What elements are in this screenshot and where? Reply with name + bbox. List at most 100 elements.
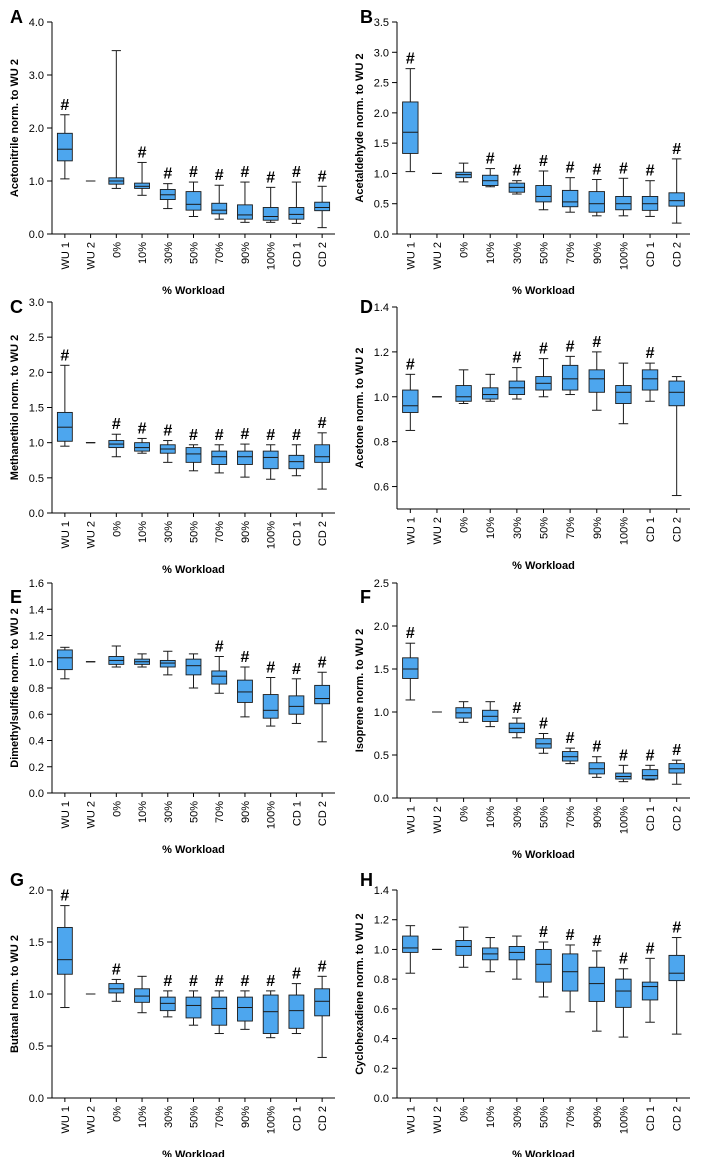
box-g-7: # xyxy=(237,973,253,1030)
box-a-5: # xyxy=(185,164,202,218)
iqr-box xyxy=(262,694,279,719)
x-tick-label: CD 2 xyxy=(672,806,684,831)
y-tick-label: 0.8 xyxy=(29,683,44,695)
significance-marker: # xyxy=(619,747,628,764)
y-tick-label: 0.5 xyxy=(374,199,389,211)
box-e-9: # xyxy=(288,661,305,724)
significance-marker: # xyxy=(646,747,655,764)
box-e-8: # xyxy=(262,660,279,727)
x-tick-label: CD 2 xyxy=(317,242,329,267)
y-axis-label: Acetone norm. to WU 2 xyxy=(354,347,366,468)
x-tick-label: 100% xyxy=(266,1106,278,1134)
x-tick-label: 70% xyxy=(565,517,577,539)
iqr-box xyxy=(668,954,685,982)
box-a-4: # xyxy=(159,166,176,210)
box-d-9: # xyxy=(641,345,659,402)
y-tick-label: 2.0 xyxy=(29,123,44,135)
significance-marker: # xyxy=(592,739,601,756)
x-tick-label: 0% xyxy=(459,1106,471,1122)
box-a-2 xyxy=(108,50,125,189)
x-tick-label: 90% xyxy=(592,1106,604,1128)
box-a-7: # xyxy=(237,164,253,223)
iqr-box xyxy=(159,659,176,668)
iqr-box xyxy=(185,658,202,676)
iqr-box xyxy=(262,207,279,221)
x-tick-label: 10% xyxy=(137,801,149,823)
y-tick-label: 0.0 xyxy=(374,793,389,805)
box-a-8: # xyxy=(262,169,279,223)
significance-marker: # xyxy=(138,144,147,161)
y-tick-label: 1.0 xyxy=(374,392,389,404)
significance-marker: # xyxy=(646,345,655,362)
x-tick-label: CD 1 xyxy=(645,242,657,267)
iqr-box xyxy=(508,946,526,961)
box-f-5: # xyxy=(535,716,552,754)
x-tick-label: 30% xyxy=(163,242,175,264)
x-tick-label: 30% xyxy=(163,1106,175,1128)
significance-marker: # xyxy=(189,427,198,444)
significance-marker: # xyxy=(646,940,655,957)
significance-marker: # xyxy=(566,927,575,944)
significance-marker: # xyxy=(292,966,301,983)
panel-g: G 0.0 0.5 1.0 1.5 2.0 Butanal norm. to WU 2 WU … xyxy=(9,870,335,1157)
box-g-6: # xyxy=(211,973,228,1035)
x-tick-label: 70% xyxy=(214,801,226,823)
significance-marker: # xyxy=(592,161,601,178)
x-tick-label: 50% xyxy=(189,1106,201,1128)
y-tick-label: 2.5 xyxy=(374,78,389,90)
box-e-7: # xyxy=(237,649,253,718)
box-c-3: # xyxy=(134,420,150,454)
iqr-box xyxy=(262,994,279,1034)
significance-marker: # xyxy=(112,416,121,433)
significance-marker: # xyxy=(318,654,327,671)
x-tick-label: 90% xyxy=(592,806,604,828)
box-f-7: # xyxy=(588,739,605,778)
y-tick-label: 0.8 xyxy=(374,974,389,986)
iqr-box xyxy=(455,385,472,402)
x-tick-label: 90% xyxy=(240,801,252,823)
significance-marker: # xyxy=(406,625,415,642)
box-a-0: # xyxy=(56,97,73,180)
box-d-2 xyxy=(455,369,472,405)
y-tick-label: 3.0 xyxy=(29,297,44,309)
significance-marker: # xyxy=(566,730,575,747)
panel-letter: A xyxy=(10,7,23,27)
x-tick-label: WU 2 xyxy=(432,1106,444,1134)
x-tick-label: 50% xyxy=(189,242,201,264)
box-d-5: # xyxy=(535,341,552,398)
y-tick-label: 0.8 xyxy=(374,437,389,449)
y-axis-label: Methanethiol norm. to WU 2 xyxy=(9,335,21,480)
panel-letter: B xyxy=(360,7,373,27)
iqr-box xyxy=(237,450,253,465)
iqr-box xyxy=(641,981,659,1001)
box-f-8: # xyxy=(615,747,632,783)
iqr-box xyxy=(588,369,605,393)
significance-marker: # xyxy=(646,163,655,180)
y-axis-label: Acetaldehyde norm. to WU 2 xyxy=(354,53,366,202)
significance-marker: # xyxy=(672,742,681,759)
y-tick-label: 1.2 xyxy=(374,347,389,359)
significance-marker: # xyxy=(60,97,69,114)
significance-marker: # xyxy=(215,973,224,990)
significance-marker: # xyxy=(60,888,69,905)
y-tick-label: 1.4 xyxy=(29,604,44,616)
significance-marker: # xyxy=(318,958,327,975)
panel-letter: G xyxy=(10,870,24,890)
x-tick-label: WU 2 xyxy=(86,1106,98,1134)
x-tick-label: CD 1 xyxy=(645,806,657,831)
x-tick-label: 70% xyxy=(214,1106,226,1128)
y-tick-label: 3.5 xyxy=(374,17,389,29)
x-tick-label: 10% xyxy=(485,806,497,828)
y-tick-label: 0.0 xyxy=(374,229,389,241)
y-tick-label: 1.0 xyxy=(374,944,389,956)
y-axis-label: Cyclohexadiene norm. to WU 2 xyxy=(354,913,366,1074)
y-tick-label: 4.0 xyxy=(29,17,44,29)
x-tick-label: 0% xyxy=(111,1106,123,1122)
x-tick-label: WU 1 xyxy=(405,517,417,545)
box-e-0 xyxy=(56,646,73,680)
box-b-4: # xyxy=(508,163,526,195)
panel-letter: H xyxy=(360,870,373,890)
x-tick-label: 100% xyxy=(266,521,278,549)
iqr-box xyxy=(615,385,632,404)
box-h-10: # xyxy=(668,920,685,1035)
